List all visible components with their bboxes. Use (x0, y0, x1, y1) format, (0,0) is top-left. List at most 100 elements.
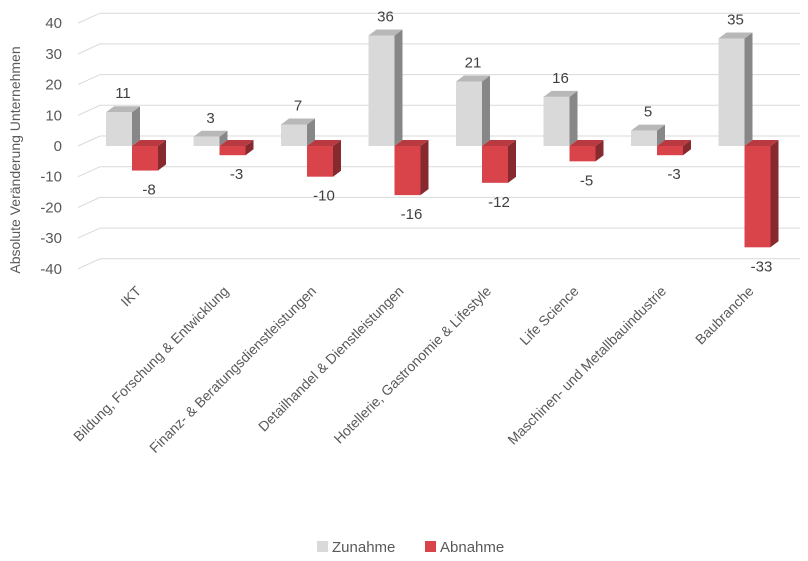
data-label-zunahme: 36 (377, 8, 394, 25)
bar-front (193, 136, 220, 146)
gridline (77, 258, 800, 270)
gridlines (77, 12, 800, 270)
gridline (77, 166, 800, 178)
gridline (77, 196, 800, 208)
bar-zunahme (631, 124, 665, 146)
legend: Zunahme Abnahme (317, 539, 504, 556)
legend-label-zunahme: Zunahme (332, 539, 395, 556)
bar-front (744, 146, 771, 248)
bar-abnahme (219, 140, 254, 156)
bar-side (132, 106, 140, 146)
bar-top (307, 140, 341, 146)
bar-top (744, 140, 779, 146)
y-tick-label: 10 (45, 107, 62, 124)
bar-front (718, 38, 745, 146)
data-label-zunahme: 7 (294, 98, 302, 115)
bar-top (657, 140, 691, 146)
bar-top (132, 140, 166, 146)
category-label: Detailhandel & Dienstleistungen (255, 283, 407, 435)
data-label-zunahme: 3 (206, 110, 214, 127)
bar-front (657, 146, 683, 156)
bar-side (595, 140, 604, 162)
data-label-abnahme: -16 (401, 206, 423, 223)
bar-top (368, 29, 403, 36)
y-tick-label: -40 (40, 261, 62, 278)
bar-zunahme (193, 130, 228, 146)
bar-zunahme (106, 106, 140, 146)
gridline (77, 74, 800, 86)
bar-front (219, 146, 246, 156)
bar-side (219, 130, 228, 146)
bar-side (333, 140, 341, 177)
bar-zunahme (368, 29, 403, 147)
bar-top (281, 118, 315, 125)
bar-side (420, 140, 429, 196)
bar-top (106, 106, 140, 113)
data-label-zunahme: 21 (465, 55, 482, 72)
bar-top (219, 140, 254, 146)
bar-zunahme (456, 75, 490, 146)
bar-side (569, 90, 578, 146)
gridline (77, 12, 800, 24)
data-label-zunahme: 11 (115, 85, 131, 102)
data-label-abnahme: -8 (142, 182, 155, 199)
bar-front (132, 146, 158, 171)
bars (106, 29, 779, 248)
data-label-abnahme: -10 (313, 188, 335, 205)
data-label-zunahme: 35 (727, 12, 744, 29)
gridline (77, 104, 800, 116)
y-tick-label: -10 (40, 169, 62, 186)
data-label-zunahme: 16 (552, 70, 569, 87)
bar-zunahme (281, 118, 315, 146)
bar-abnahme (394, 140, 429, 196)
bar-front (543, 96, 570, 146)
y-tick-label: 30 (45, 46, 62, 63)
legend-swatch-zunahme (317, 541, 328, 552)
gridline (77, 43, 800, 55)
legend-swatch-abnahme (425, 541, 436, 552)
bar-side (482, 75, 490, 146)
bar-abnahme (744, 140, 779, 248)
bar-top (631, 124, 665, 131)
bar-top (456, 75, 490, 82)
bar-abnahme (657, 140, 691, 156)
bar-front (394, 146, 421, 196)
data-label-abnahme: -5 (580, 172, 593, 189)
category-label: Baubranche (692, 283, 757, 348)
data-label-abnahme: -33 (751, 258, 773, 275)
y-tick-label: 40 (45, 15, 62, 32)
category-label: Hotellerie, Gastronomie & Lifestyle (330, 283, 494, 447)
bar-front (569, 146, 596, 162)
data-label-zunahme: 5 (644, 104, 652, 121)
category-label: IKT (117, 282, 144, 309)
y-tick-label: -30 (40, 230, 62, 247)
bar-front (482, 146, 508, 183)
bar-side (245, 140, 254, 156)
bar-side (158, 140, 166, 171)
bar-top (394, 140, 429, 146)
bar-abnahme (132, 140, 166, 171)
bar-side (307, 118, 315, 146)
bar-zunahme (718, 32, 753, 146)
gridline (77, 227, 800, 239)
bar-side (508, 140, 516, 183)
bar-top (193, 130, 228, 137)
category-label: Life Science (516, 283, 581, 348)
category-label: Finanz- & Beratungsdienstleistungen (146, 283, 319, 456)
bar-front (281, 124, 307, 146)
bar-abnahme (482, 140, 516, 183)
bar-side (744, 32, 753, 146)
gridline (77, 135, 800, 147)
bar-front (631, 130, 657, 146)
bar-front (368, 35, 395, 147)
y-axis-title: Absolute Veränderung Unternehmen (7, 46, 23, 273)
y-axis-ticks: 40 30 20 10 0 -10 -20 -30 -40 (40, 15, 62, 278)
bar-abnahme (569, 140, 604, 162)
data-labels: 11 -8 3 -3 7 -10 36 -16 21 -12 16 -5 5 -3 35 -33 (115, 8, 772, 275)
legend-label-abnahme: Abnahme (440, 539, 504, 556)
y-tick-label: -20 (40, 199, 62, 216)
y-tick-label: 20 (45, 77, 62, 94)
bar-top (543, 90, 578, 97)
